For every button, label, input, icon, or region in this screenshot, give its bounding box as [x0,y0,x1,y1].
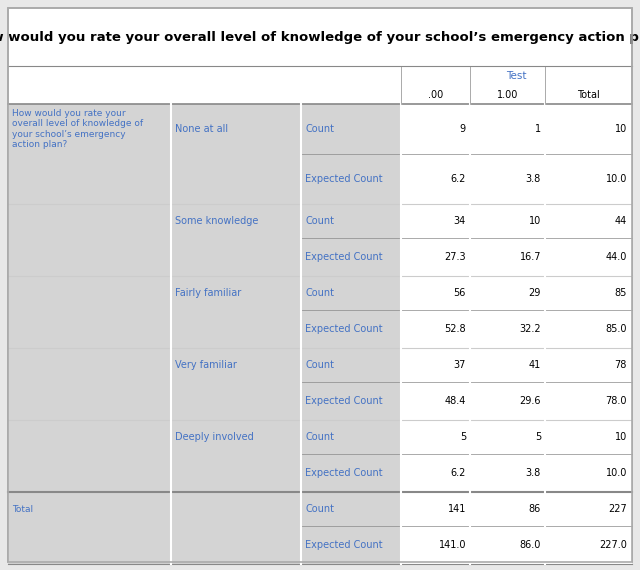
Text: 141: 141 [447,504,466,514]
Bar [8,204,632,238]
Bar [401,204,632,238]
Text: 41: 41 [529,360,541,370]
Text: 44: 44 [615,216,627,226]
Text: 78.0: 78.0 [605,396,627,406]
Bar [8,276,632,310]
Text: 227: 227 [608,504,627,514]
Text: 29: 29 [529,288,541,298]
Text: Expected Count: Expected Count [305,396,383,406]
Bar [8,526,632,564]
Text: Expected Count: Expected Count [305,174,383,184]
Text: Count: Count [305,216,334,226]
Text: Expected Count: Expected Count [305,324,383,334]
Text: 5: 5 [535,432,541,442]
Text: Expected Count: Expected Count [305,468,383,478]
Text: Count: Count [305,288,334,298]
Bar [8,310,632,348]
Bar [8,492,632,526]
Text: 3.8: 3.8 [525,468,541,478]
Text: 141.0: 141.0 [438,540,466,550]
Text: How would you rate your
overall level of knowledge of
your school’s emergency
ac: How would you rate your overall level of… [12,109,143,149]
Bar [401,492,632,526]
Bar [401,526,632,564]
Text: 86.0: 86.0 [520,540,541,550]
Text: 29.6: 29.6 [520,396,541,406]
Text: 1.00: 1.00 [497,90,518,100]
Text: 10: 10 [615,124,627,134]
Bar [401,382,632,420]
Text: None at all: None at all [175,124,228,134]
Text: 6.2: 6.2 [451,468,466,478]
Text: 85.0: 85.0 [605,324,627,334]
Text: 86: 86 [529,504,541,514]
Text: 78: 78 [614,360,627,370]
Bar [8,420,632,454]
Text: 32.2: 32.2 [520,324,541,334]
Text: 10.0: 10.0 [605,174,627,184]
Text: 44.0: 44.0 [605,252,627,262]
Bar [8,154,632,204]
Text: 85: 85 [614,288,627,298]
Text: Some knowledge: Some knowledge [175,216,259,226]
Text: 9: 9 [460,124,466,134]
Bar [401,310,632,348]
Text: 10: 10 [615,432,627,442]
Text: .00: .00 [428,90,443,100]
Bar [8,382,632,420]
Text: 6.2: 6.2 [451,174,466,184]
Text: 56: 56 [454,288,466,298]
Text: 16.7: 16.7 [520,252,541,262]
Text: Total: Total [577,90,600,100]
Text: Expected Count: Expected Count [305,540,383,550]
Bar [401,154,632,204]
Bar [401,348,632,382]
Bar [401,238,632,276]
Text: Count: Count [305,432,334,442]
Text: 34: 34 [454,216,466,226]
Text: Deeply involved: Deeply involved [175,432,253,442]
Text: Test: Test [506,71,527,81]
Text: How would you rate your overall level of knowledge of your school’s emergency ac: How would you rate your overall level of… [0,31,640,43]
Bar [401,104,632,154]
Text: 5: 5 [460,432,466,442]
Text: 10: 10 [529,216,541,226]
Text: 27.3: 27.3 [444,252,466,262]
Text: 48.4: 48.4 [445,396,466,406]
Text: Expected Count: Expected Count [305,252,383,262]
Text: 227.0: 227.0 [599,540,627,550]
Bar [8,348,632,382]
Text: Total: Total [12,504,33,514]
Text: 3.8: 3.8 [525,174,541,184]
Text: Count: Count [305,124,334,134]
Text: 10.0: 10.0 [605,468,627,478]
Bar [401,420,632,454]
Text: 52.8: 52.8 [444,324,466,334]
Bar [8,238,632,276]
Text: 37: 37 [454,360,466,370]
Text: Very familiar: Very familiar [175,360,237,370]
Bar [8,104,632,154]
Bar [401,276,632,310]
Text: Count: Count [305,504,334,514]
Bar [401,454,632,492]
Text: Fairly familiar: Fairly familiar [175,288,241,298]
Text: Count: Count [305,360,334,370]
Text: 1: 1 [535,124,541,134]
Bar [8,454,632,492]
